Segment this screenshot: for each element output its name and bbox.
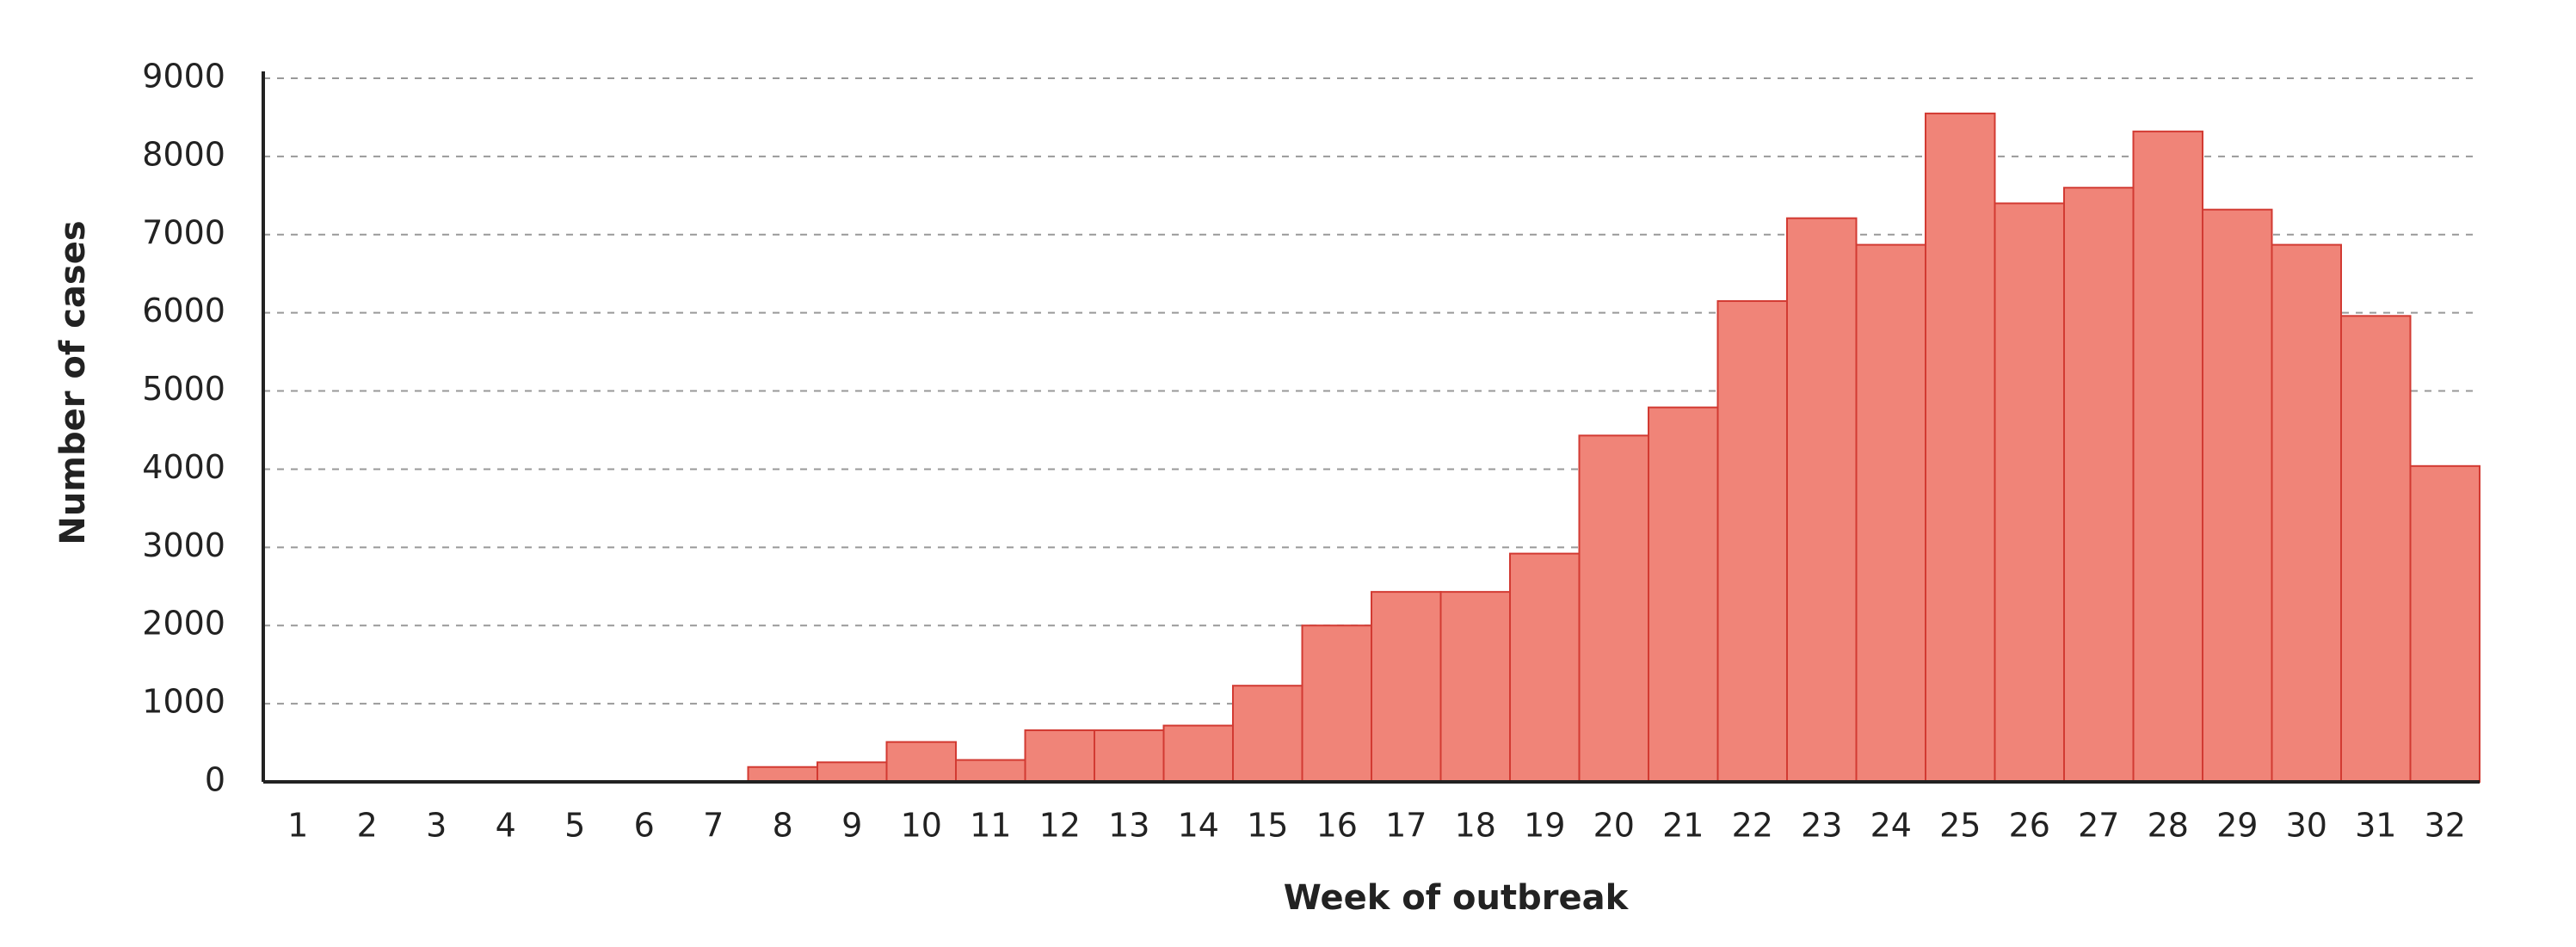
bar <box>2202 208 2273 783</box>
bar <box>2063 187 2135 783</box>
bar <box>1578 434 1649 783</box>
x-tick-label: 26 <box>2009 807 2050 845</box>
x-tick-label: 5 <box>564 807 585 845</box>
y-tick-label: 6000 <box>142 292 225 329</box>
y-tick-label: 8000 <box>142 135 225 173</box>
bar <box>885 741 957 783</box>
bar <box>1855 243 1926 783</box>
bar <box>1301 624 1372 783</box>
x-tick-label: 13 <box>1108 807 1149 845</box>
bar <box>2132 130 2203 783</box>
x-tick-label: 1 <box>287 807 308 845</box>
bar <box>2271 243 2342 783</box>
bar <box>1509 552 1581 783</box>
y-tick-label: 7000 <box>142 213 225 251</box>
x-tick-label: 18 <box>1455 807 1496 845</box>
x-tick-label: 7 <box>703 807 724 845</box>
bar <box>1162 724 1234 783</box>
x-tick-label: 19 <box>1524 807 1565 845</box>
bar <box>955 759 1026 783</box>
bar <box>1994 202 2065 783</box>
x-tick-label: 12 <box>1039 807 1081 845</box>
x-tick-label: 15 <box>1247 807 1288 845</box>
bar <box>1094 729 1165 783</box>
bar <box>1024 729 1095 783</box>
y-tick-label: 2000 <box>142 605 225 643</box>
x-tick-label: 21 <box>1662 807 1704 845</box>
y-tick-label: 3000 <box>142 526 225 564</box>
x-tick-label: 10 <box>901 807 942 845</box>
x-tick-label: 4 <box>496 807 516 845</box>
x-tick-label: 30 <box>2286 807 2327 845</box>
x-tick-label: 20 <box>1593 807 1635 845</box>
x-tick-label: 32 <box>2425 807 2466 845</box>
bar <box>817 761 888 783</box>
bar <box>1648 406 1719 783</box>
x-tick-label: 14 <box>1178 807 1219 845</box>
bar <box>2409 464 2480 783</box>
bar <box>1439 591 1511 784</box>
x-tick-label: 25 <box>1939 807 1981 845</box>
x-tick-label: 23 <box>1801 807 1842 845</box>
y-axis-title: Number of cases <box>53 220 93 544</box>
x-tick-label: 8 <box>773 807 793 845</box>
bar <box>1716 300 1788 783</box>
x-axis-title: Week of outbreak <box>1284 878 1630 918</box>
x-tick-label: 31 <box>2355 807 2396 845</box>
x-tick-label: 6 <box>634 807 655 845</box>
x-tick-label: 29 <box>2216 807 2258 845</box>
x-tick-label: 28 <box>2148 807 2189 845</box>
x-tick-label: 11 <box>970 807 1011 845</box>
x-tick-label: 22 <box>1732 807 1773 845</box>
y-tick-label: 4000 <box>142 448 225 486</box>
y-tick-label: 9000 <box>142 58 225 95</box>
x-tick-label: 2 <box>357 807 378 845</box>
x-tick-label: 17 <box>1385 807 1427 845</box>
bar <box>1232 685 1303 783</box>
bar <box>1371 591 1442 784</box>
y-tick-label: 5000 <box>142 370 225 408</box>
y-tick-label: 0 <box>205 761 225 799</box>
x-tick-label: 3 <box>426 807 447 845</box>
bar <box>1786 217 1858 784</box>
y-tick-label: 1000 <box>142 683 225 721</box>
x-tick-label: 27 <box>2078 807 2119 845</box>
bar <box>747 766 818 784</box>
bar <box>2340 315 2412 783</box>
x-tick-label: 9 <box>841 807 862 845</box>
x-tick-label: 24 <box>1870 807 1912 845</box>
bar <box>1925 112 1996 783</box>
x-tick-label: 16 <box>1316 807 1358 845</box>
